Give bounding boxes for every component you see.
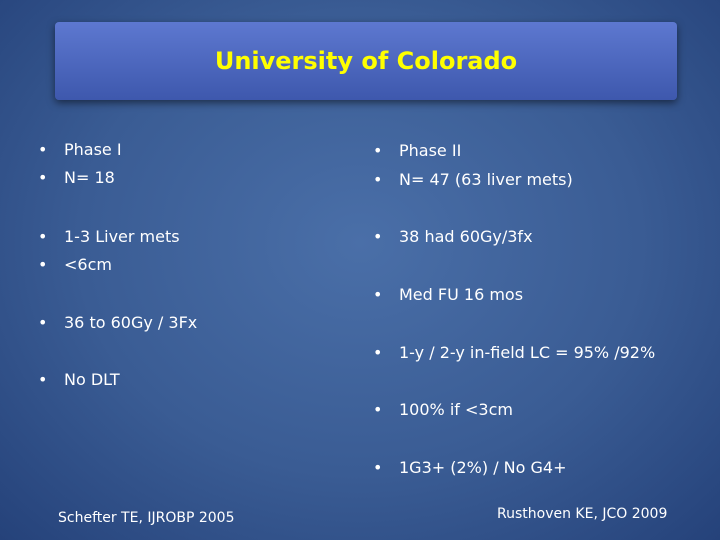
- citation: Rusthoven KE, JCO 2009: [497, 506, 668, 522]
- bullet: Med FU 16 mos: [373, 285, 523, 304]
- bullet: 1-y / 2-y in-field LC = 95% /92%: [373, 343, 655, 362]
- bullet: Phase I: [38, 140, 121, 159]
- citation: Schefter TE, IJROBP 2005: [58, 510, 235, 526]
- bullet: 36 to 60Gy / 3Fx: [38, 313, 197, 332]
- bullet: N= 47 (63 liver mets): [373, 170, 573, 189]
- bullet: 38 had 60Gy/3fx: [373, 227, 532, 246]
- title: University of Colorado: [214, 47, 518, 75]
- bullet: Phase II: [373, 141, 461, 160]
- bullet: 1G3+ (2%) / No G4+: [373, 458, 566, 477]
- bullet: N= 18: [38, 168, 115, 187]
- bullet: 1-3 Liver mets: [38, 227, 180, 246]
- title-box: University of Colorado: [55, 22, 677, 100]
- bullet: <6cm: [38, 255, 112, 274]
- bullet: 100% if <3cm: [373, 400, 513, 419]
- bullet: No DLT: [38, 370, 119, 389]
